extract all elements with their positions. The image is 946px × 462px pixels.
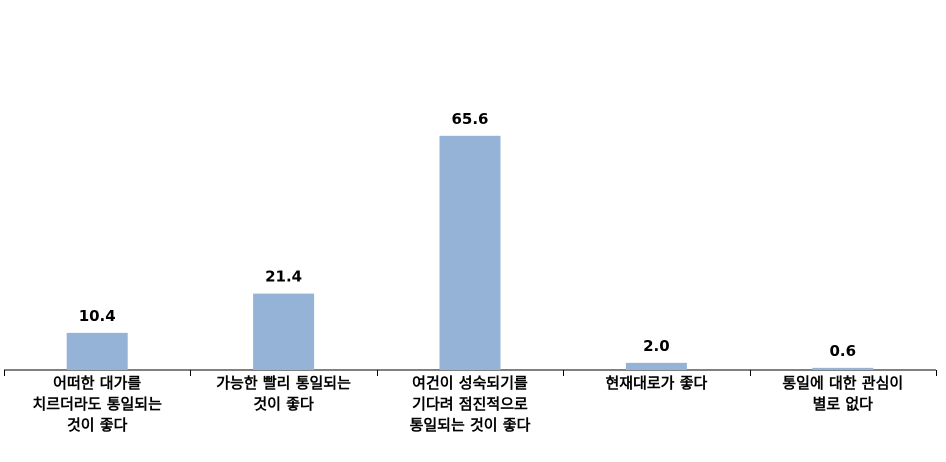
bar (66, 332, 128, 370)
data-label: 2.0 (643, 337, 670, 355)
data-label: 0.6 (830, 342, 857, 360)
data-label: 21.4 (265, 268, 302, 286)
category-label: 현재대로가 좋다 (605, 374, 708, 392)
bar (812, 367, 874, 370)
category-label: 가능한 빨리 통일되는 것이 좋다 (216, 374, 351, 413)
category-label: 통일에 대한 관심이 별로 없다 (782, 374, 904, 413)
bar (439, 135, 501, 370)
category-label: 여건이 성숙되기를 기다려 점진적으로 통일되는 것이 좋다 (409, 374, 531, 434)
data-label: 65.6 (451, 110, 488, 128)
data-label: 10.4 (79, 307, 116, 325)
bar (253, 293, 315, 370)
bar (625, 362, 687, 370)
category-label: 어떠한 대가를 치르더라도 통일되는 것이 좋다 (32, 374, 162, 434)
